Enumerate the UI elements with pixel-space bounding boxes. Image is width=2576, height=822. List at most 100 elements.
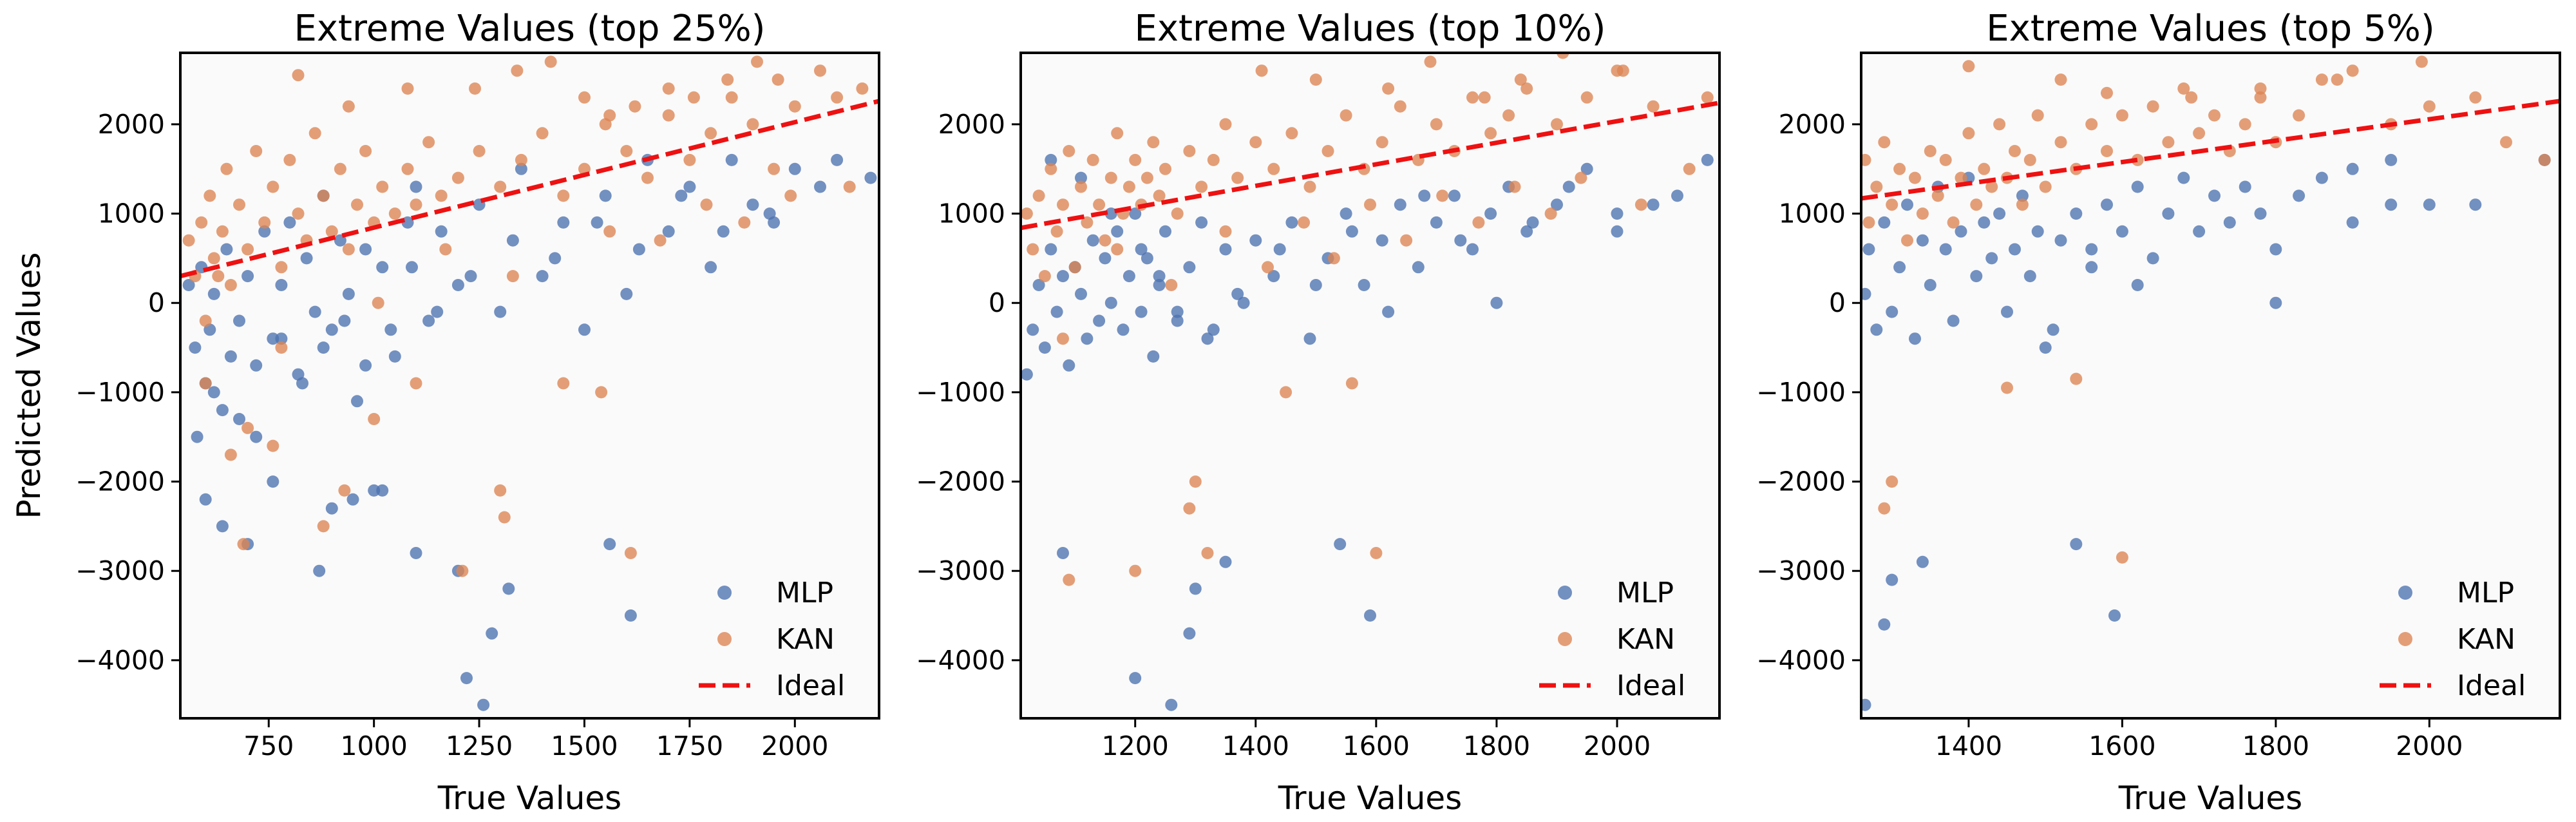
legend-label-ideal: Ideal [2457, 669, 2526, 702]
point-kan [451, 171, 464, 184]
point-mlp [2054, 234, 2067, 247]
point-mlp [1611, 225, 1624, 238]
point-kan [2500, 136, 2512, 149]
point-kan [1508, 180, 1521, 193]
point-mlp [1861, 287, 1871, 300]
ideal-line [180, 99, 879, 279]
plot-frame [1019, 52, 1721, 720]
point-mlp [1153, 270, 1166, 283]
point-kan [1382, 82, 1395, 95]
chart-title: Extreme Values (top 10%) [1134, 8, 1605, 50]
point-kan [1021, 207, 1033, 220]
point-kan [662, 109, 675, 122]
point-mlp [1334, 538, 1347, 551]
point-mlp [1430, 216, 1443, 229]
y-tick-label: 1000 [1779, 198, 1846, 229]
point-mlp [368, 484, 381, 497]
plot-points [1021, 53, 1714, 711]
point-kan [2116, 551, 2128, 564]
plot-area [1861, 53, 2560, 718]
point-mlp [1219, 243, 1232, 256]
point-kan [2177, 82, 2190, 95]
point-kan [2023, 153, 2036, 166]
point-mlp [250, 430, 263, 443]
point-kan [2469, 91, 2482, 104]
x-tick-label: 1800 [2242, 731, 2309, 761]
point-mlp [2223, 216, 2236, 229]
point-mlp [1901, 198, 1913, 211]
point-mlp [406, 261, 418, 274]
point-mlp [267, 332, 279, 345]
point-kan [1201, 547, 1214, 559]
point-kan [620, 145, 633, 157]
point-kan [1111, 127, 1124, 140]
point-mlp [603, 538, 616, 551]
point-kan [494, 484, 507, 497]
point-kan [1472, 216, 1485, 229]
point-mlp [1985, 252, 1998, 265]
legend: MLP KAN Ideal [699, 577, 845, 702]
point-kan [308, 127, 321, 140]
point-kan [1219, 118, 1232, 131]
point-mlp [2293, 189, 2306, 202]
point-kan [1081, 216, 1094, 229]
point-mlp [410, 547, 422, 559]
point-kan [536, 127, 549, 140]
y-tick-label: −4000 [1756, 645, 1846, 676]
point-mlp [325, 502, 338, 515]
point-kan [1962, 127, 1975, 140]
point-kan [1327, 252, 1340, 265]
point-kan [258, 216, 271, 229]
point-mlp [1924, 279, 1937, 291]
legend-marker-mlp [717, 586, 732, 600]
point-mlp [1526, 216, 1539, 229]
point-kan [856, 82, 869, 95]
legend: MLP KAN Ideal [2380, 577, 2526, 702]
point-kan [1063, 573, 1075, 586]
point-kan [372, 296, 384, 309]
point-mlp [283, 216, 296, 229]
point-mlp [578, 323, 591, 336]
point-kan [317, 189, 330, 202]
point-kan [2162, 136, 2175, 149]
point-kan [746, 118, 759, 131]
point-mlp [2162, 207, 2175, 220]
point-mlp [486, 627, 498, 640]
point-kan [2415, 55, 2428, 68]
point-kan [2031, 109, 2044, 122]
point-mlp [313, 564, 326, 577]
point-kan [1701, 91, 1714, 104]
point-mlp [1955, 225, 1967, 238]
x-tick-label: 2000 [761, 731, 828, 761]
point-mlp [2039, 341, 2052, 354]
point-kan [788, 100, 801, 113]
point-kan [1978, 162, 1991, 175]
point-kan [687, 91, 700, 104]
legend-label-mlp: MLP [776, 577, 833, 609]
point-mlp [1886, 305, 1899, 318]
point-kan [738, 216, 751, 229]
point-kan [2293, 109, 2306, 122]
point-kan [283, 153, 296, 166]
point-mlp [1454, 234, 1467, 247]
point-mlp [477, 698, 490, 711]
point-kan [204, 189, 216, 202]
point-kan [242, 243, 254, 256]
point-kan [1147, 136, 1160, 149]
legend-label-ideal: Ideal [776, 669, 845, 702]
point-kan [250, 145, 263, 157]
point-kan [1400, 234, 1413, 247]
point-kan [1466, 91, 1479, 104]
point-kan [1231, 171, 1244, 184]
point-mlp [431, 305, 444, 318]
point-mlp [207, 287, 220, 300]
point-mlp [422, 314, 435, 327]
y-tick-label: 2000 [1779, 109, 1846, 140]
point-kan [683, 153, 696, 166]
legend-marker-kan [2398, 632, 2412, 646]
point-kan [1189, 475, 1202, 488]
point-kan [1086, 153, 1099, 166]
point-mlp [515, 162, 527, 175]
point-mlp [1878, 216, 1891, 229]
point-kan [199, 377, 212, 390]
